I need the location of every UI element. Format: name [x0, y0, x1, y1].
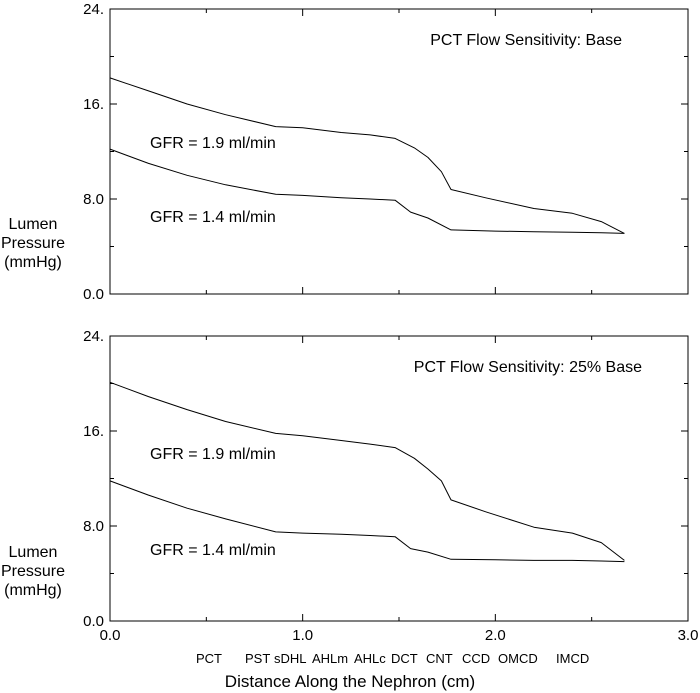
y-tick-label: 16. — [83, 423, 104, 440]
y-tick-label: 16. — [83, 96, 104, 113]
y-axis-label-top: Lumen Pressure (mmHg) — [0, 215, 66, 272]
segment-label-dct: DCT — [391, 651, 418, 666]
segment-label-ahlc: AHLc — [354, 651, 386, 666]
series-label: GFR = 1.9 ml/min — [150, 446, 276, 463]
segment-label-pst: PST — [245, 651, 271, 666]
segment-label-imcd: IMCD — [556, 651, 590, 666]
y-axis-label-line: Pressure — [0, 235, 66, 252]
y-tick-label: 0.0 — [83, 613, 104, 630]
segment-label-ccd: CCD — [462, 651, 491, 666]
y-tick-label: 24. — [83, 328, 104, 345]
series-label: GFR = 1.4 ml/min — [150, 542, 276, 559]
y-axis-label-line: (mmHg) — [4, 254, 62, 271]
plot-frame — [109, 335, 689, 622]
x-tick-label: 0.0 — [100, 627, 121, 644]
panel-title: PCT Flow Sensitivity: 25% Base — [414, 359, 642, 376]
x-axis-title: Distance Along the Nephron (cm) — [224, 672, 476, 691]
y-tick-label: 24. — [83, 1, 104, 18]
y-axis-label-line: Lumen — [8, 216, 58, 233]
x-tick-label: 2.0 — [485, 627, 506, 644]
y-axis-label-line: Pressure — [0, 563, 66, 580]
y-tick-label: 0.0 — [83, 286, 104, 303]
y-axis-label-line: (mmHg) — [4, 582, 62, 599]
panel-bottom: 0.0 8.0 16. 24. 0.0 1.0 2.0 3.0 PCT Flow Sensiti… — [83, 328, 698, 644]
series-line-gfr-1-4 — [109, 148, 625, 234]
series-line-gfr-1-4 — [109, 480, 625, 563]
series-label: GFR = 1.4 ml/min — [150, 209, 276, 226]
y-tick-label: 8.0 — [83, 518, 104, 535]
panel-top: 0.0 8.0 16. 24. PCT Flow Sensitivity: Base GF… — [83, 1, 689, 303]
panel-title: PCT Flow Sensitivity: Base — [430, 32, 622, 49]
x-tick-label: 1.0 — [292, 627, 313, 644]
series-line-gfr-1-9 — [109, 77, 625, 234]
segment-label-ahlm: AHLm — [312, 651, 349, 666]
series-line-gfr-1-9 — [109, 381, 625, 561]
series-label: GFR = 1.9 ml/min — [150, 135, 276, 152]
segment-label-sdhl: sDHL — [274, 651, 307, 666]
x-tick-label: 3.0 — [678, 627, 699, 644]
y-tick-label: 8.0 — [83, 191, 104, 208]
nephron-segment-labels: PCT PST sDHL AHLm AHLc DCT CNT CCD OMCD … — [0, 651, 700, 671]
segment-label-omcd: OMCD — [498, 651, 538, 666]
y-axis-label-bottom: Lumen Pressure (mmHg) — [0, 543, 66, 600]
segment-label-cnt: CNT — [426, 651, 453, 666]
y-axis-label-line: Lumen — [8, 544, 58, 561]
segment-label-pct: PCT — [196, 651, 222, 666]
